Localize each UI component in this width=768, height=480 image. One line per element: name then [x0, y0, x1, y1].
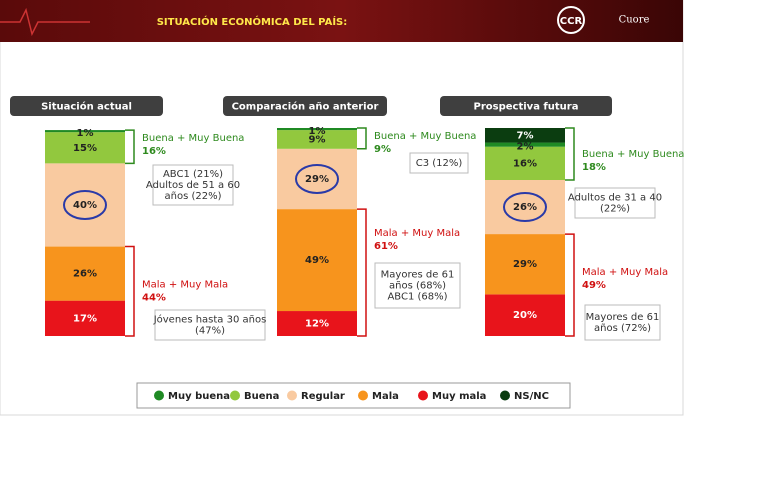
callout-box	[154, 309, 266, 341]
legend-swatch	[287, 390, 297, 401]
bar-segment	[277, 311, 357, 336]
bar-segment	[485, 180, 565, 235]
bracket	[565, 233, 575, 337]
annotation-value: 49%	[582, 280, 606, 291]
segment-label: 17%	[73, 313, 97, 324]
legend-label: Buena	[244, 391, 279, 402]
callout-text: (22%)	[600, 204, 630, 215]
legend-box	[136, 382, 571, 409]
segment-label: 12%	[305, 319, 329, 330]
bar-segment	[277, 130, 357, 149]
bar-segment	[45, 130, 125, 133]
bar-segment	[485, 294, 565, 336]
callout-text: Mayores de 61	[381, 270, 455, 281]
annotation-value: 9%	[374, 144, 391, 155]
legend-swatch	[230, 390, 240, 401]
callout-box	[584, 304, 661, 341]
callout-text: años (72%)	[594, 323, 651, 334]
category-box	[223, 96, 387, 116]
bar-segment	[45, 300, 125, 336]
bracket	[125, 129, 135, 165]
bar-segment	[485, 142, 565, 147]
callout-text: Jóvenes hasta 30 años	[153, 314, 267, 326]
callout-text: años (22%)	[164, 191, 221, 202]
bar-segment	[277, 148, 357, 210]
callout-box	[374, 262, 461, 309]
legend-swatch	[358, 390, 368, 401]
category-label: Prospectiva futura	[474, 102, 579, 113]
category-label: Comparación año anterior	[232, 101, 379, 113]
category-box	[440, 96, 612, 116]
annotation-label: Buena + Muy Buena	[142, 133, 244, 144]
bar-segment	[277, 128, 357, 131]
annotation-value: 44%	[142, 293, 166, 304]
callout-text: Adultos de 51 a 60	[146, 180, 240, 191]
bracket	[125, 245, 135, 337]
legend-label: NS/NC	[514, 391, 549, 402]
segment-label: 7%	[517, 130, 534, 141]
annotation-label: Buena + Muy Buena	[374, 131, 476, 142]
legend-label: Mala	[372, 391, 399, 402]
legend-label: Regular	[301, 391, 345, 402]
annotation-label: Mala + Muy Mala	[374, 228, 460, 239]
highlight-circle	[295, 163, 339, 194]
segment-label: 40%	[73, 200, 97, 211]
legend-swatch	[418, 390, 428, 401]
legend-swatch	[154, 390, 164, 401]
annotation-label: Mala + Muy Mala	[142, 280, 228, 291]
bar-segment	[277, 209, 357, 312]
callout-text: C3 (12%)	[416, 158, 463, 169]
callout-text: Mayores de 61	[586, 312, 660, 323]
segment-label: 49%	[305, 255, 329, 266]
annotation-value: 18%	[582, 162, 606, 173]
callout-text: Adultos de 31 a 40	[568, 193, 662, 204]
category-label: Situación actual	[41, 101, 132, 113]
category-box	[10, 96, 163, 116]
callout-box	[409, 152, 469, 174]
callout-text: ABC1 (21%)	[163, 169, 223, 180]
callout-text: ABC1 (68%)	[387, 292, 447, 303]
logo-ring	[557, 6, 585, 34]
heartbeat	[0, 7, 90, 37]
highlight-circle	[63, 189, 107, 220]
chart-title: SITUACIÓN ECONÓMICA DEL PAÍS:	[157, 15, 348, 28]
bar-segment	[485, 146, 565, 180]
segment-label: 26%	[73, 269, 97, 280]
logo-cuore: Cuore	[619, 15, 650, 26]
annotation-label: Mala + Muy Mala	[582, 267, 668, 278]
segment-label: 26%	[513, 202, 537, 213]
legend-label: Muy mala	[432, 391, 486, 402]
segment-label: 29%	[305, 174, 329, 185]
segment-label: 9%	[309, 134, 326, 145]
bracket	[565, 127, 575, 181]
segment-label: 15%	[73, 143, 97, 154]
bracket	[357, 208, 367, 337]
segment-label: 1%	[77, 128, 94, 139]
bar-segment	[45, 246, 125, 301]
legend-label: Muy buena	[168, 391, 230, 402]
legend-swatch	[500, 390, 510, 401]
bracket	[357, 127, 367, 150]
segment-label: 16%	[513, 158, 537, 169]
annotation-value: 16%	[142, 146, 166, 157]
segment-label: 29%	[513, 259, 537, 270]
segment-label: 20%	[513, 310, 537, 321]
bar-segment	[485, 234, 565, 295]
bar-segment	[45, 163, 125, 247]
annotation-value: 61%	[374, 241, 398, 252]
annotation-label: Buena + Muy Buena	[582, 149, 684, 160]
callout-text: (47%)	[195, 326, 225, 337]
callout-box	[574, 187, 656, 219]
logo-ccr: CCR	[560, 16, 583, 27]
bar-segment	[485, 128, 565, 143]
segment-label: 1%	[309, 126, 326, 137]
highlight-circle	[503, 192, 547, 223]
bar-segment	[45, 132, 125, 164]
callout-text: años (68%)	[389, 281, 446, 292]
callout-box	[152, 164, 234, 206]
segment-label: 2%	[517, 142, 534, 153]
